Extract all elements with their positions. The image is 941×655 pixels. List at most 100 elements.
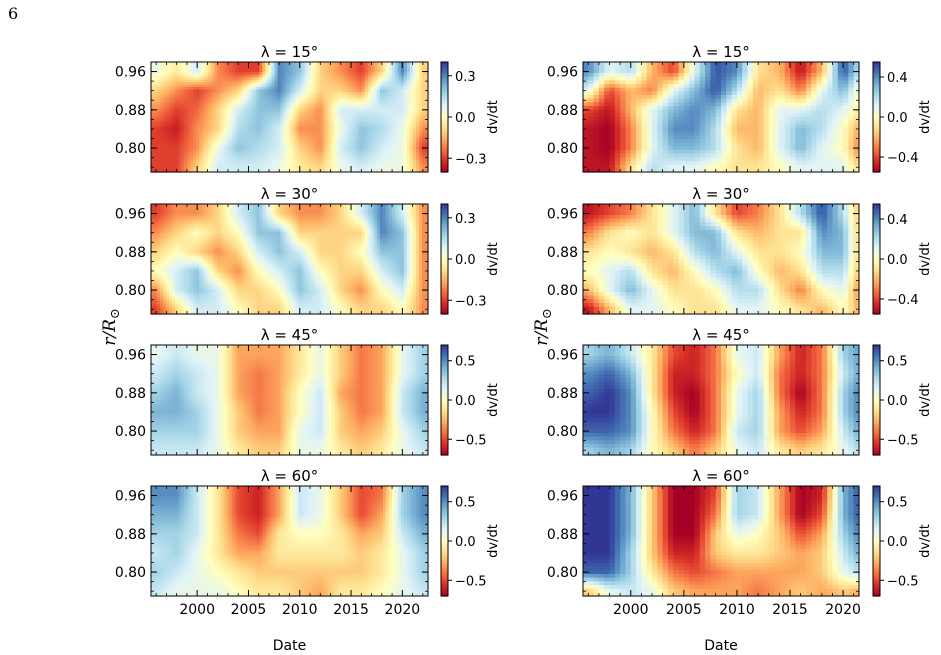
heatmap-cell [229, 159, 233, 163]
heatmap-cell [208, 144, 212, 148]
heatmap-cell [229, 97, 233, 101]
heatmap-cell [370, 124, 375, 128]
heatmap-cell [151, 72, 155, 76]
heatmap-cell [316, 129, 321, 133]
heatmap-cell [295, 209, 300, 213]
heatmap-cell [160, 139, 164, 143]
heatmap-cell [196, 117, 200, 121]
colorbar-segment [441, 133, 448, 136]
heatmap-cell [367, 72, 372, 76]
heatmap-cell [319, 82, 324, 86]
heatmap-cell [151, 134, 155, 138]
heatmap-cell [322, 92, 327, 96]
heatmap-cell [211, 97, 215, 101]
heatmap-cell [214, 132, 218, 136]
heatmap-cell [199, 102, 203, 106]
heatmap-cell [283, 99, 288, 103]
heatmap-cell [229, 107, 233, 111]
heatmap-cell [157, 94, 161, 98]
heatmap-cell [409, 107, 414, 111]
heatmap-cell [394, 124, 399, 128]
heatmap-cell [367, 154, 372, 158]
heatmap-cell [370, 154, 375, 158]
heatmap-cell [319, 122, 324, 126]
heatmap-cell [373, 64, 378, 68]
heatmap-cell [160, 99, 164, 103]
heatmap-cell [268, 84, 273, 88]
heatmap-cell [358, 62, 363, 66]
heatmap-cell [310, 134, 315, 138]
heatmap-cell [379, 97, 384, 101]
heatmap-cell [202, 149, 206, 153]
heatmap-cell [286, 82, 291, 86]
heatmap-cell [256, 152, 260, 156]
heatmap-cell [163, 112, 167, 116]
heatmap-cell [235, 94, 239, 98]
heatmap-cell [316, 209, 321, 213]
heatmap-cell [256, 167, 260, 171]
heatmap-cell [241, 84, 245, 88]
heatmap-cell [304, 142, 309, 146]
heatmap-cell [190, 82, 194, 86]
heatmap-cell [310, 94, 315, 98]
heatmap-cell [376, 99, 381, 103]
heatmap-cell [223, 164, 227, 168]
heatmap-cell [226, 64, 230, 68]
heatmap-cell [421, 112, 426, 116]
heatmap-cell [310, 84, 315, 88]
heatmap-cell [283, 206, 288, 210]
heatmap-cell [346, 159, 351, 163]
heatmap-cell [388, 132, 393, 136]
heatmap-cell [247, 112, 251, 116]
heatmap-cell [265, 169, 270, 173]
heatmap-cell [154, 127, 158, 131]
heatmap-cell [361, 159, 366, 163]
heatmap-cell [256, 62, 260, 66]
heatmap-cell [286, 87, 291, 91]
heatmap-cell [280, 152, 285, 156]
heatmap-cell [280, 132, 285, 136]
heatmap-cell [391, 99, 396, 103]
heatmap-cell [160, 164, 164, 168]
heatmap-cell [154, 122, 158, 126]
heatmap-cell [385, 84, 390, 88]
heatmap-cell [418, 204, 423, 208]
heatmap-cell [394, 92, 399, 96]
heatmap-cell [160, 67, 164, 71]
heatmap-cell [160, 162, 164, 166]
heatmap-cell [394, 114, 399, 118]
heatmap-cell [334, 132, 339, 136]
heatmap-cell [301, 77, 306, 81]
heatmap-cell [235, 102, 239, 106]
heatmap-cell [211, 72, 215, 76]
heatmap-cell [364, 167, 369, 171]
heatmap-cell [166, 84, 170, 88]
heatmap-cell [238, 82, 242, 86]
heatmap-cell [178, 139, 182, 143]
heatmap-cell [334, 69, 339, 73]
heatmap-cell [172, 87, 176, 91]
heatmap-cell [256, 162, 260, 166]
heatmap-cell [211, 67, 215, 71]
heatmap-cell [289, 159, 294, 163]
heatmap-cell [184, 104, 188, 108]
heatmap-cell [367, 89, 372, 93]
heatmap-cell [316, 164, 321, 168]
heatmap-cell [202, 117, 206, 121]
heatmap-cell [424, 77, 429, 81]
heatmap-cell [259, 152, 263, 156]
heatmap-cell [226, 97, 230, 101]
heatmap-cell [331, 206, 336, 210]
heatmap-cell [208, 132, 212, 136]
heatmap-cell [325, 64, 330, 68]
heatmap-cell [202, 167, 206, 171]
heatmap-cell [364, 67, 369, 71]
heatmap-cell [424, 142, 429, 146]
heatmap-cell [205, 167, 209, 171]
heatmap-cell [205, 92, 209, 96]
heatmap-cell [415, 107, 420, 111]
heatmap-cell [178, 149, 182, 153]
heatmap-cell [247, 109, 251, 113]
heatmap-cell [322, 77, 327, 81]
heatmap-cell [385, 206, 390, 210]
